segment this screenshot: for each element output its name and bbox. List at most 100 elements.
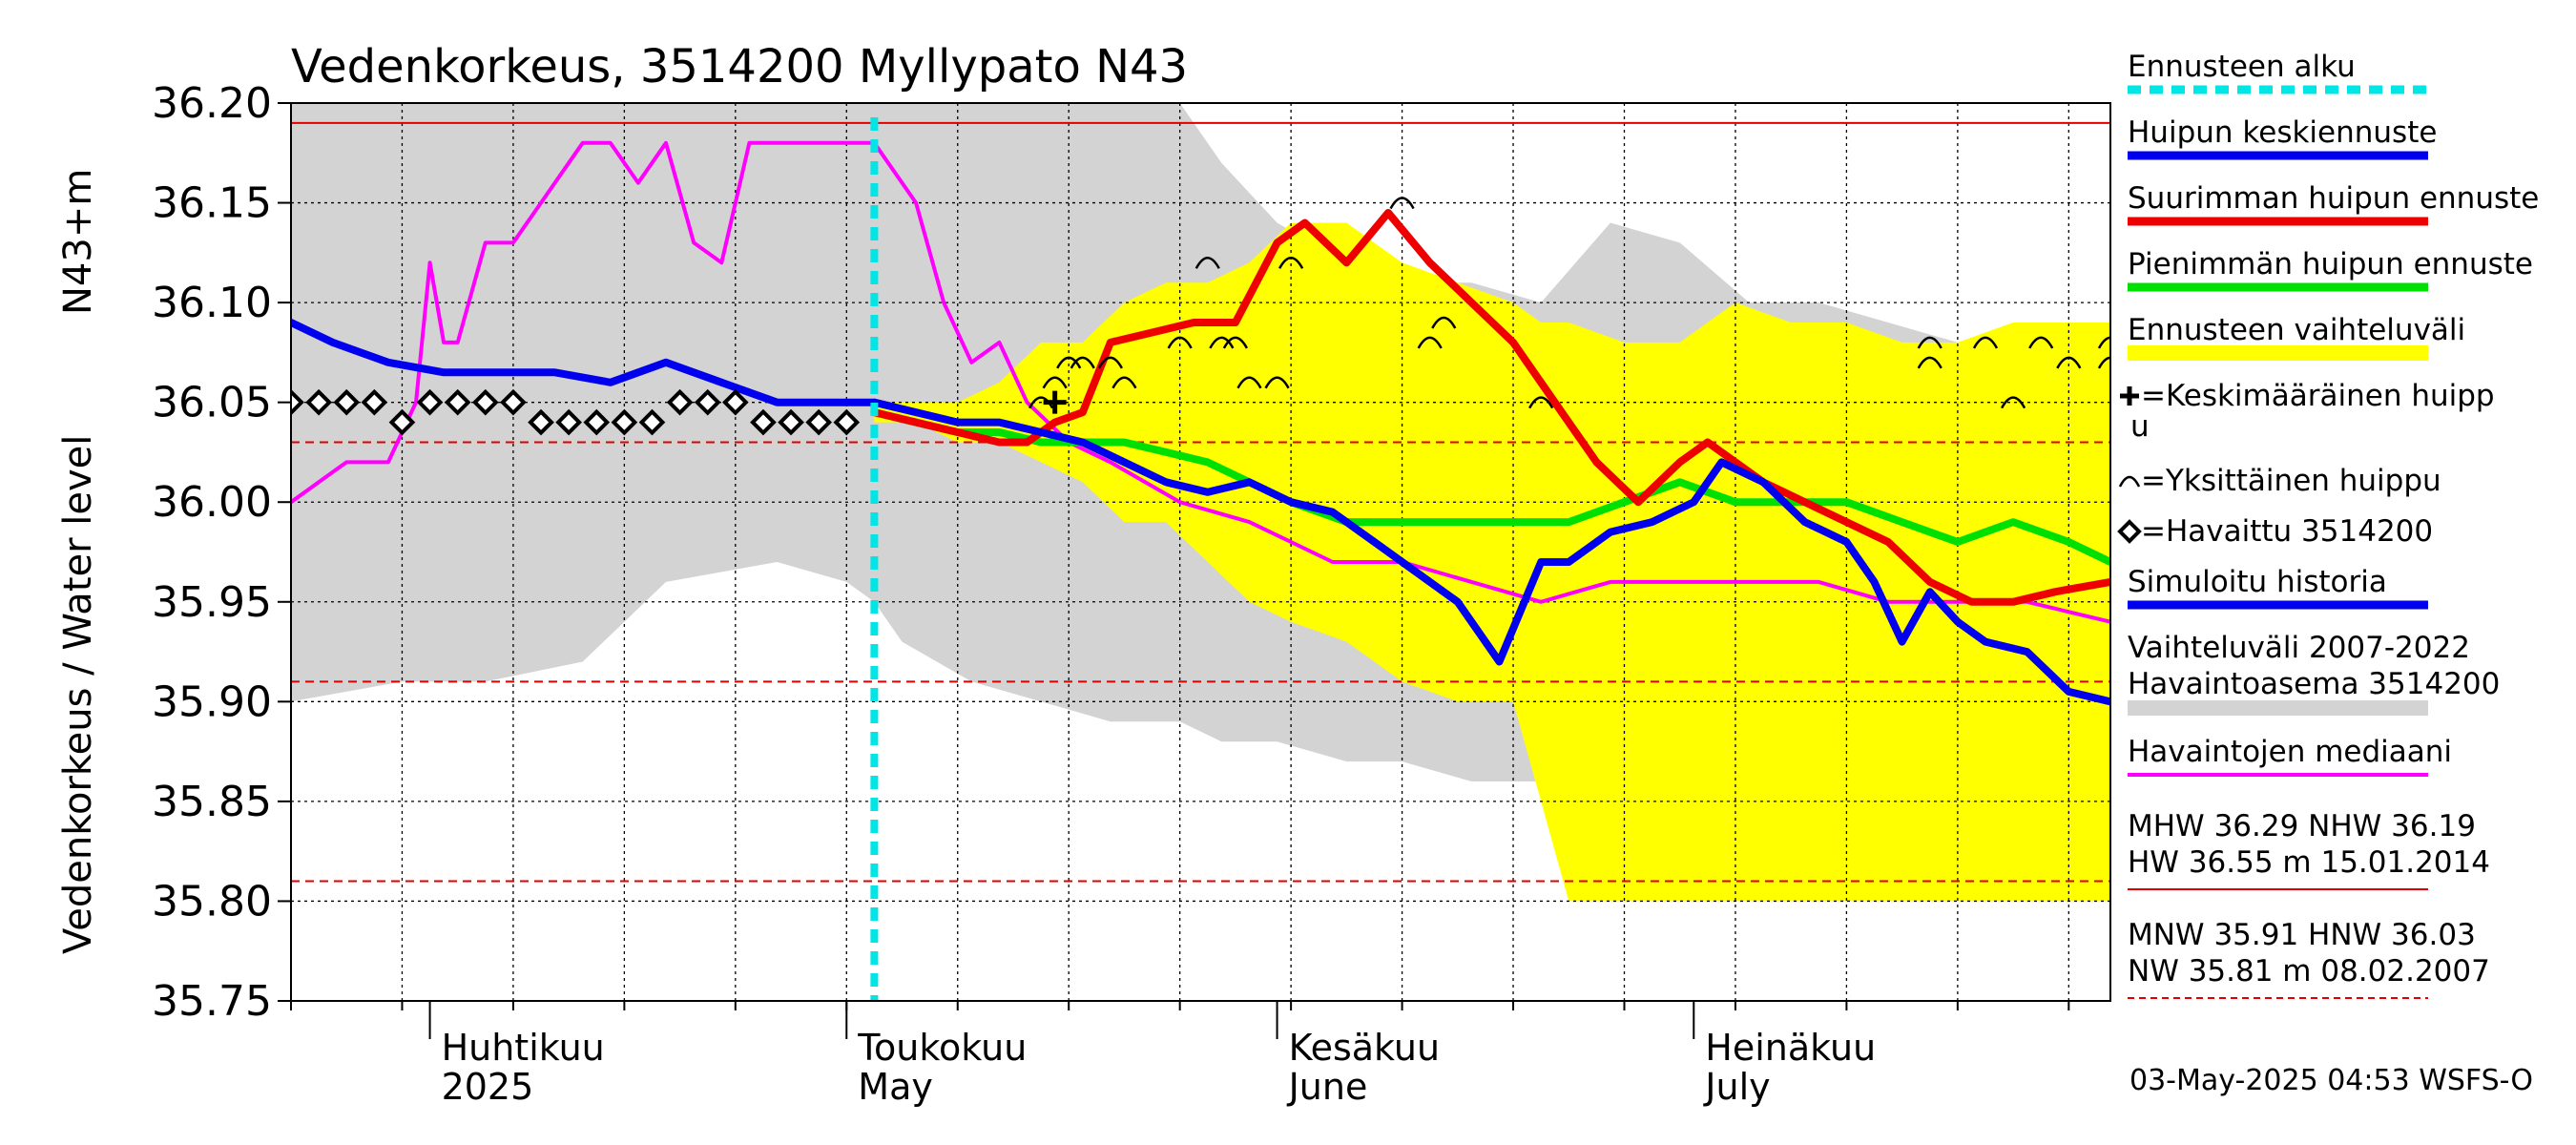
single-peak-marker [2097,356,2110,369]
legend-item: Havaintojen mediaani [2128,735,2452,777]
legend-item: =Havaittu 3514200 [2117,514,2433,549]
y-tick-label: 35.75 [152,977,272,1026]
observed-marker [722,388,749,416]
single-peak-marker [1417,336,1443,349]
x-month-label-en: July [1703,1066,1770,1108]
single-peak-marker [1028,396,1054,409]
observed-marker [305,388,332,416]
single-peak-marker [1097,356,1123,369]
observed-marker [528,408,554,436]
single-peak-marker [1264,376,1290,389]
legend: Ennusteen alku Huipun keskiennuste Suurimm… [2117,50,2539,999]
observed-marker [388,408,416,436]
legend-symbol [2118,475,2141,488]
stats-line-2: HW 36.55 m 15.01.2014 [2128,845,2490,880]
single-peak-marker [2097,336,2110,349]
legend-item: Huipun keskiennuste [2128,115,2437,160]
legend-label-2: u [2130,409,2150,444]
x-month-label-fi: Toukokuu [857,1027,1027,1069]
legend-label: =Havaittu 3514200 [2141,514,2433,549]
single-peak-marker [1972,336,1999,349]
observed-marker [500,388,527,416]
legend-item: Ennusteen alku [2128,50,2428,94]
legend-item: Ennusteen vaihteluväli [2128,313,2465,361]
legend-symbol [2120,386,2139,406]
timestamp-footer: 03-May-2025 04:53 WSFS-O [2129,1064,2533,1097]
series-line-huipun-keskiennuste [870,398,2110,706]
observed-marker [555,408,582,436]
y-tick-label: 35.85 [152,778,272,826]
legend-label: Huipun keskiennuste [2128,115,2437,150]
single-peak-marker [1431,316,1457,329]
observed-marker [611,408,638,436]
legend-item: Vaihteluväli 2007-2022 Havaintoasema 351… [2128,631,2500,716]
observed-marker [778,408,804,436]
legend-label: Simuloitu historia [2128,565,2387,599]
single-peak-marker [1056,356,1082,369]
legend-label: Vaihteluväli 2007-2022 [2128,631,2470,665]
single-peak-marker [1209,336,1235,349]
single-peak-marker [1917,356,1942,369]
grid-lines [291,103,2110,1001]
chart-title: Vedenkorkeus, 3514200 Myllypato N43 [291,40,1188,94]
plot-area: 36.20 36.15 36.10 36.05 36.00 35.95 35.90 35.85… [152,79,2111,1108]
single-peak-marker [1222,336,1248,349]
legend-label: Ennusteen alku [2128,50,2356,84]
legend-item: Simuloitu historia [2128,565,2428,610]
observed-marker [750,408,777,436]
legend-item: Suurimman huipun ennuste [2128,181,2539,226]
single-peak-marker [1278,257,1304,269]
single-peak-marker [1167,336,1193,349]
legend-label: Ennusteen vaihteluväli [2128,313,2465,347]
observed-marker [638,408,666,436]
single-peak-marker [2056,356,2082,369]
observed-marker [805,408,833,436]
single-peak-marker [1042,376,1068,389]
legend-symbol [2117,519,2142,544]
mean-peak-marker [1043,390,1067,414]
plot-frame [290,102,2111,1002]
single-peak-marker [1195,257,1220,269]
x-month-label-fi: Huhtikuu [442,1027,605,1069]
single-peak-marker [2001,396,2026,409]
series-line-pienimm-n-huipun-ennuste [870,408,2110,566]
stats-line-1: MHW 36.29 NHW 36.19 [2128,809,2476,843]
single-peak-marker [1111,376,1137,389]
observed-marker [291,388,304,416]
x-month-label-en: June [1287,1066,1368,1108]
single-peak-marker [1917,336,1942,349]
single-peak-marker [1528,396,1554,409]
y-tick-label: 36.10 [152,279,272,327]
single-peak-marker [1389,197,1415,210]
observed-marker [361,388,388,416]
observed-marker [416,388,444,416]
legend-label-2: Havaintoasema 3514200 [2128,667,2500,701]
stats-line-1: MNW 35.91 HNW 36.03 [2128,918,2476,952]
y-axis-unit: N43+m [56,169,100,315]
x-month-label-en: 2025 [442,1066,534,1108]
y-axis-label: Vedenkorkeus / Water level [56,435,100,954]
observed-marker [444,388,471,416]
y-tick-label: 36.15 [152,179,272,228]
plot-content [291,103,2110,1001]
legend-label: =Keskimääräinen huipp [2141,379,2495,413]
legend-label: Havaintojen mediaani [2128,735,2452,769]
legend-label: =Yksittäinen huippu [2141,464,2441,498]
observed-marker [833,408,861,436]
single-peak-marker [1236,376,1262,389]
y-tick-label: 35.90 [152,677,272,726]
observed-marker [471,388,499,416]
y-tick-label: 36.20 [152,79,272,128]
observed-marker [333,388,361,416]
y-tick-label: 36.05 [152,379,272,427]
observed-marker [666,388,694,416]
stats-line-2: NW 35.81 m 08.02.2007 [2128,954,2490,989]
observed-marker [583,408,611,436]
legend-label: Pienimmän huipun ennuste [2128,247,2533,281]
series-line-suurimman-huipun-ennuste [870,209,2110,606]
series-line-simuloitu-historia [291,319,879,406]
legend-item: =Yksittäinen huippu [2118,464,2441,498]
